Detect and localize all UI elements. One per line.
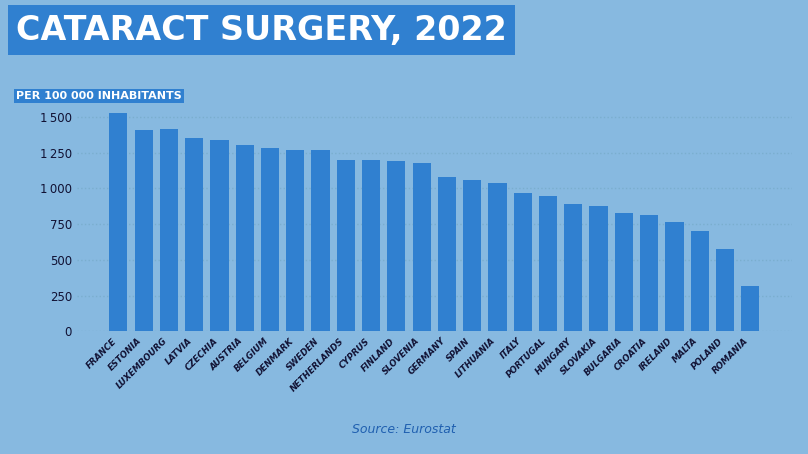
Bar — [488, 183, 507, 331]
Bar — [109, 113, 128, 331]
Bar — [691, 231, 709, 331]
Bar — [413, 163, 431, 331]
Bar — [564, 204, 583, 331]
Bar — [135, 130, 153, 331]
Bar — [438, 177, 456, 331]
Bar — [387, 161, 406, 331]
Bar — [261, 148, 279, 331]
Text: PER 100 000 INHABITANTS: PER 100 000 INHABITANTS — [16, 91, 182, 101]
Bar — [185, 138, 204, 331]
Bar — [463, 180, 482, 331]
Bar — [236, 145, 254, 331]
Bar — [362, 160, 381, 331]
Bar — [286, 150, 305, 331]
Bar — [615, 213, 633, 331]
Bar — [741, 286, 760, 331]
Bar — [716, 249, 734, 331]
Bar — [210, 140, 229, 331]
Bar — [665, 222, 684, 331]
Bar — [337, 160, 355, 331]
Bar — [514, 193, 532, 331]
Text: CATARACT SURGERY, 2022: CATARACT SURGERY, 2022 — [16, 14, 507, 47]
Bar — [160, 129, 178, 331]
Bar — [311, 150, 330, 331]
Bar — [640, 215, 659, 331]
Bar — [590, 206, 608, 331]
Text: Source: Eurostat: Source: Eurostat — [352, 423, 456, 436]
Bar — [539, 196, 558, 331]
